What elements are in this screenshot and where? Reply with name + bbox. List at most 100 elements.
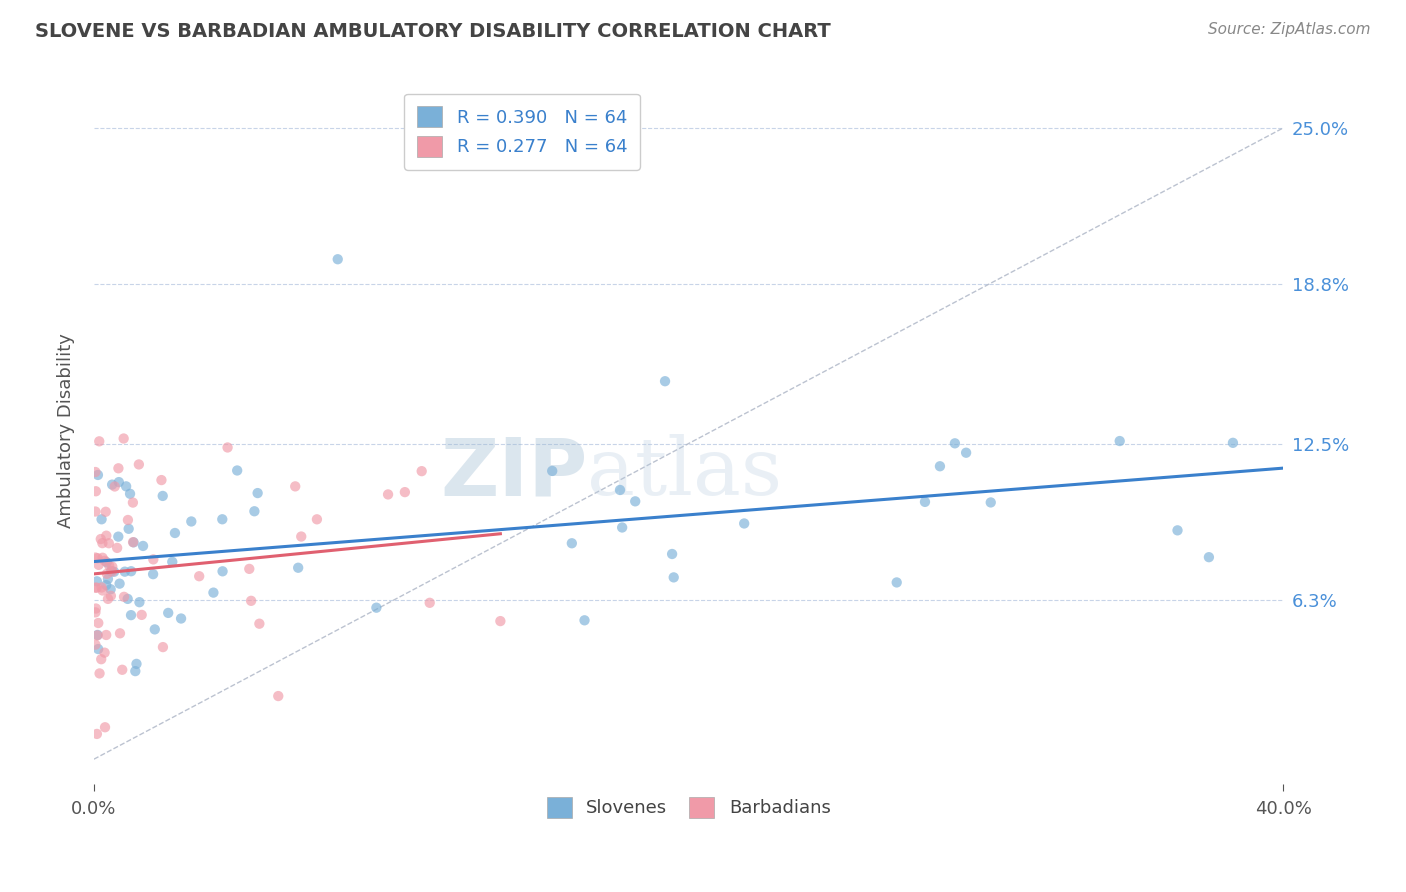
Point bbox=[108, 626, 131, 640]
Point bbox=[211, 564, 233, 578]
Point bbox=[86, 551, 108, 566]
Point bbox=[267, 689, 290, 703]
Point bbox=[180, 515, 202, 529]
Point bbox=[541, 464, 564, 478]
Point bbox=[86, 628, 108, 642]
Point bbox=[217, 441, 239, 455]
Point bbox=[1198, 550, 1220, 565]
Point bbox=[107, 530, 129, 544]
Point bbox=[120, 564, 142, 578]
Point bbox=[84, 638, 107, 652]
Point bbox=[84, 581, 107, 595]
Point bbox=[115, 479, 138, 493]
Point bbox=[101, 559, 124, 574]
Point bbox=[609, 483, 631, 497]
Point bbox=[152, 640, 174, 654]
Point bbox=[89, 434, 111, 449]
Point bbox=[142, 552, 165, 566]
Point bbox=[84, 484, 107, 499]
Point bbox=[1222, 435, 1244, 450]
Point bbox=[290, 529, 312, 543]
Point bbox=[101, 477, 124, 491]
Point bbox=[90, 581, 112, 595]
Point bbox=[100, 589, 122, 603]
Point bbox=[100, 564, 122, 578]
Point bbox=[157, 606, 180, 620]
Point bbox=[91, 536, 114, 550]
Point bbox=[94, 505, 117, 519]
Point bbox=[132, 539, 155, 553]
Point bbox=[96, 566, 118, 581]
Point bbox=[87, 558, 110, 572]
Point bbox=[90, 532, 112, 546]
Point bbox=[162, 555, 184, 569]
Point bbox=[89, 666, 111, 681]
Point bbox=[98, 558, 121, 573]
Point bbox=[87, 467, 110, 482]
Point bbox=[104, 479, 127, 493]
Point bbox=[86, 727, 108, 741]
Point bbox=[150, 473, 173, 487]
Point bbox=[114, 565, 136, 579]
Point bbox=[152, 489, 174, 503]
Point bbox=[108, 576, 131, 591]
Point bbox=[1108, 434, 1130, 448]
Point bbox=[103, 565, 125, 579]
Point bbox=[610, 520, 633, 534]
Point bbox=[246, 486, 269, 500]
Point bbox=[170, 611, 193, 625]
Text: atlas: atlas bbox=[588, 434, 783, 512]
Point bbox=[914, 495, 936, 509]
Point bbox=[122, 535, 145, 549]
Point bbox=[93, 554, 115, 568]
Y-axis label: Ambulatory Disability: Ambulatory Disability bbox=[58, 334, 75, 528]
Point bbox=[91, 583, 114, 598]
Point bbox=[122, 535, 145, 549]
Point bbox=[943, 436, 966, 450]
Point bbox=[624, 494, 647, 508]
Point bbox=[86, 574, 108, 589]
Point bbox=[661, 547, 683, 561]
Point bbox=[84, 504, 107, 518]
Point bbox=[84, 606, 107, 620]
Point bbox=[105, 541, 128, 555]
Point bbox=[243, 504, 266, 518]
Point bbox=[411, 464, 433, 478]
Point bbox=[101, 565, 124, 579]
Point bbox=[561, 536, 583, 550]
Point bbox=[108, 475, 131, 489]
Point bbox=[96, 578, 118, 592]
Point bbox=[120, 608, 142, 623]
Legend: Slovenes, Barbadians: Slovenes, Barbadians bbox=[540, 789, 838, 825]
Point bbox=[128, 458, 150, 472]
Point bbox=[1166, 524, 1188, 538]
Point bbox=[394, 485, 416, 500]
Point bbox=[125, 657, 148, 671]
Point bbox=[955, 446, 977, 460]
Point bbox=[90, 652, 112, 666]
Point bbox=[122, 495, 145, 509]
Point bbox=[97, 591, 120, 606]
Point bbox=[662, 570, 685, 584]
Point bbox=[93, 646, 115, 660]
Point bbox=[86, 628, 108, 642]
Point bbox=[87, 642, 110, 657]
Point bbox=[163, 526, 186, 541]
Text: SLOVENE VS BARBADIAN AMBULATORY DISABILITY CORRELATION CHART: SLOVENE VS BARBADIAN AMBULATORY DISABILI… bbox=[35, 22, 831, 41]
Point bbox=[305, 512, 328, 526]
Point bbox=[97, 572, 120, 586]
Point bbox=[84, 465, 107, 479]
Point bbox=[117, 513, 139, 527]
Point bbox=[489, 614, 512, 628]
Point bbox=[96, 529, 118, 543]
Point bbox=[929, 459, 952, 474]
Point bbox=[107, 461, 129, 475]
Point bbox=[84, 550, 107, 565]
Point bbox=[117, 591, 139, 606]
Point bbox=[238, 562, 260, 576]
Point bbox=[247, 616, 270, 631]
Point bbox=[142, 567, 165, 582]
Point bbox=[143, 623, 166, 637]
Point bbox=[131, 607, 153, 622]
Point bbox=[366, 600, 388, 615]
